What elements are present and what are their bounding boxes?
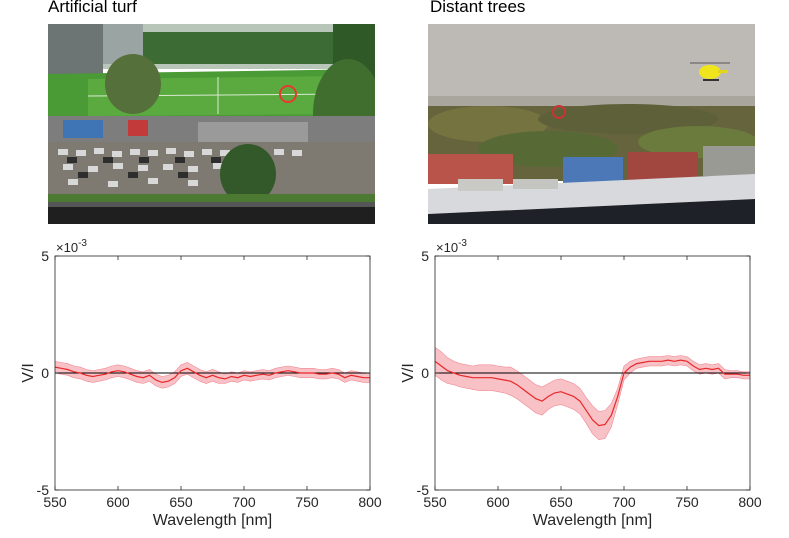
roi-marker-circle <box>279 85 297 103</box>
band-upper-edge <box>434 347 750 412</box>
x-tick-label: 600 <box>486 494 510 510</box>
exponent-label: ×10-3 <box>56 238 87 255</box>
panel-title-right: Distant trees <box>430 0 526 16</box>
exponent-label: ×10-3 <box>436 238 467 255</box>
helicopter-icon <box>690 62 730 81</box>
mean-line <box>434 359 750 427</box>
stadium-photo-svg <box>48 24 375 224</box>
y-axis-label: V/I <box>20 363 37 383</box>
y-tick-label: -5 <box>37 482 50 498</box>
x-tick-label: 600 <box>106 494 130 510</box>
confidence-band <box>435 347 750 440</box>
treeline-photo-svg <box>428 24 755 224</box>
x-tick-label: 650 <box>549 494 573 510</box>
x-tick-label: 750 <box>295 494 319 510</box>
x-tick-label: 550 <box>423 494 447 510</box>
y-axis-label: V/I <box>400 363 417 383</box>
y-tick-label: 5 <box>421 248 429 264</box>
panel-title-left: Artificial turf <box>48 0 137 16</box>
x-tick-label: 750 <box>675 494 699 510</box>
x-tick-label: 650 <box>169 494 193 510</box>
x-tick-label: 700 <box>232 494 256 510</box>
chart-right: 550 600 650 700 750 800 -5 0 5 ×10-3 Wavelength [n… <box>400 238 762 529</box>
x-tick-label: 550 <box>43 494 67 510</box>
photo-artificial-turf <box>48 24 375 224</box>
mean-line <box>54 366 370 384</box>
x-tick-label: 700 <box>612 494 636 510</box>
y-tick-label: 0 <box>421 365 429 381</box>
x-axis-label: Wavelength [nm] <box>153 512 272 529</box>
y-tick-label: 0 <box>41 365 49 381</box>
y-tick-label: -5 <box>417 482 430 498</box>
band-lower-edge <box>54 372 370 389</box>
x-tick-label: 800 <box>738 494 762 510</box>
chart-left: 550 600 650 700 750 800 -5 0 5 ×10-3 Wavelength [n… <box>20 238 382 529</box>
x-axis-label: Wavelength [nm] <box>533 512 652 529</box>
photo-distant-trees <box>428 24 755 224</box>
roi-marker-circle <box>552 105 566 119</box>
y-tick-label: 5 <box>41 248 49 264</box>
x-tick-label: 800 <box>358 494 382 510</box>
band-upper-edge <box>54 361 370 377</box>
